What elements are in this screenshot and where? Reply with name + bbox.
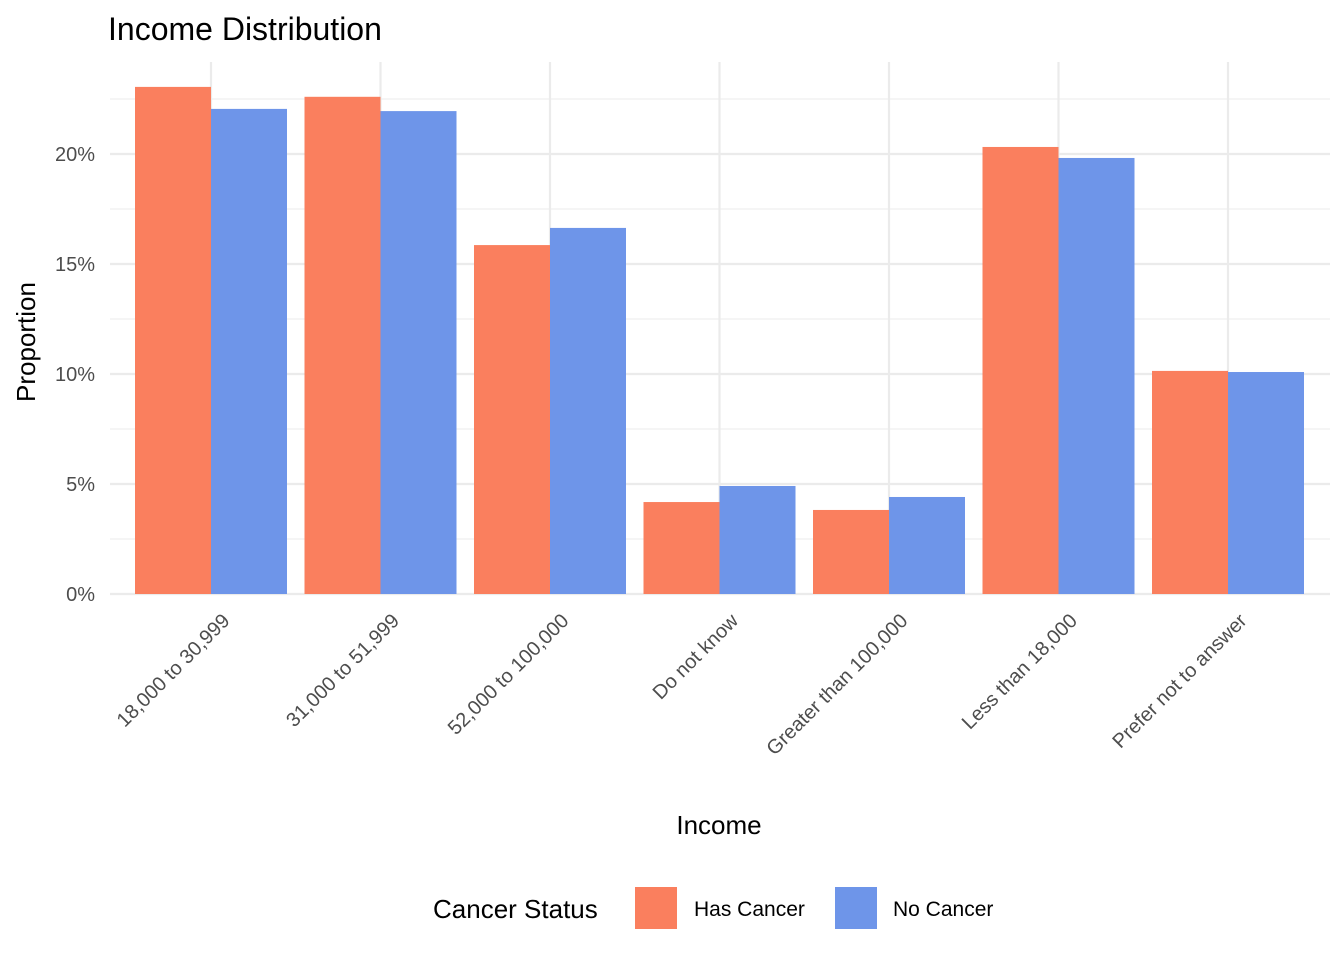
bar-has-cancer — [135, 86, 211, 595]
x-tick-label: Prefer not to answer — [1109, 610, 1252, 753]
bar-no-cancer — [1228, 372, 1304, 594]
x-tick-label: 52,000 to 100,000 — [444, 610, 574, 740]
bars — [135, 86, 1304, 595]
bar-has-cancer — [474, 245, 550, 594]
x-tick-label: Do not know — [649, 609, 744, 704]
x-tick-label: Greater than 100,000 — [762, 610, 912, 760]
y-tick-label: 15% — [55, 254, 95, 276]
legend-label-has-cancer: Has Cancer — [694, 898, 805, 921]
bar-no-cancer — [211, 108, 287, 595]
y-tick-label: 5% — [66, 474, 95, 496]
y-tick-label: 20% — [55, 144, 95, 166]
y-axis-title: Proportion — [11, 282, 41, 402]
x-axis-title: Income — [676, 810, 761, 840]
legend-title: Cancer Status — [433, 894, 598, 924]
bar-no-cancer — [550, 227, 626, 595]
x-tick-labels: 18,000 to 30,999 31,000 to 51,999 52,000 t… — [113, 609, 1252, 759]
legend: Cancer Status Has Cancer No Cancer — [433, 887, 993, 929]
bar-has-cancer — [982, 146, 1059, 594]
bar-no-cancer — [719, 485, 796, 594]
y-tick-label: 0% — [66, 584, 95, 606]
bar-has-cancer — [643, 502, 720, 594]
bar-has-cancer — [1152, 370, 1228, 594]
bar-has-cancer — [813, 509, 889, 594]
bar-no-cancer — [889, 496, 965, 594]
legend-swatch-has-cancer — [635, 887, 677, 929]
y-tick-label: 10% — [55, 364, 95, 386]
bar-has-cancer — [304, 96, 381, 595]
legend-label-no-cancer: No Cancer — [893, 898, 993, 921]
bar-no-cancer — [380, 111, 457, 594]
bar-no-cancer — [1058, 157, 1135, 594]
chart-title: Income Distribution — [108, 11, 382, 47]
y-tick-labels: 0% 5% 10% 15% 20% — [55, 144, 95, 606]
x-tick-label: 18,000 to 30,999 — [113, 610, 235, 732]
x-tick-label: Less than 18,000 — [958, 610, 1082, 734]
legend-swatch-no-cancer — [835, 887, 877, 929]
x-tick-label: 31,000 to 51,999 — [282, 610, 404, 732]
